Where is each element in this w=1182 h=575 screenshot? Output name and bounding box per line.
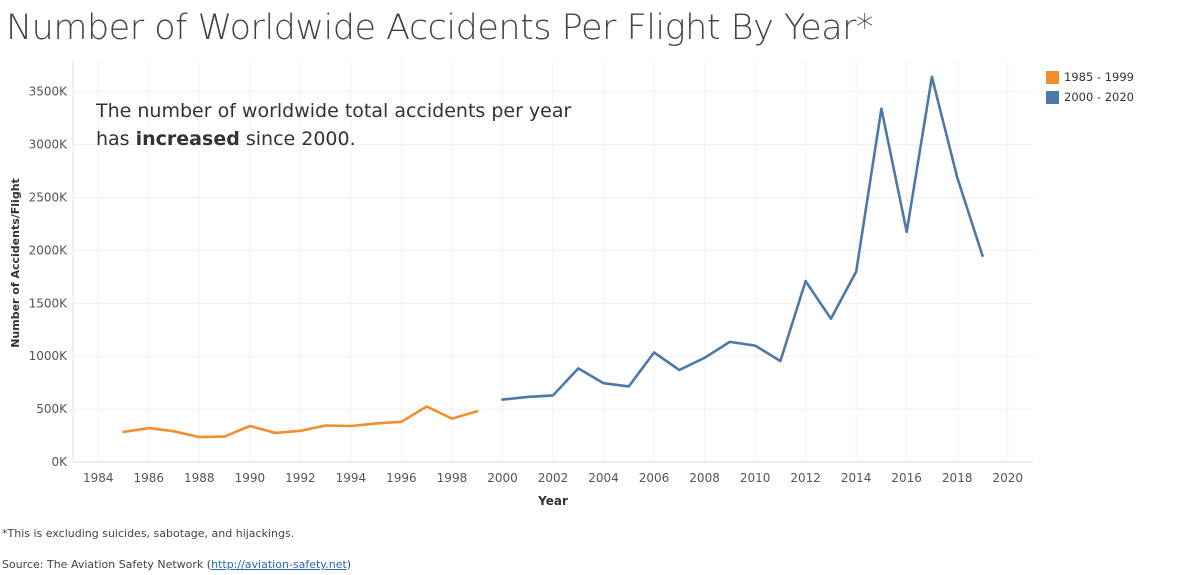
legend: 1985 - 1999 2000 - 2020 xyxy=(1046,67,1134,107)
legend-item-1985-1999[interactable]: 1985 - 1999 xyxy=(1046,67,1134,87)
x-tick-label: 1986 xyxy=(134,471,165,485)
legend-swatch-orange xyxy=(1046,70,1059,84)
x-tick-label: 2018 xyxy=(942,471,973,485)
series-line-1[interactable] xyxy=(501,75,984,401)
footnote: *This is excluding suicides, sabotage, a… xyxy=(2,527,295,540)
data-point[interactable] xyxy=(956,176,959,179)
data-point[interactable] xyxy=(981,254,984,257)
x-tick-label: 2004 xyxy=(588,471,619,485)
y-axis-label: Number of Accidents/Flight xyxy=(9,178,22,348)
x-tick-label: 1988 xyxy=(184,471,215,485)
x-tick-label: 2008 xyxy=(689,471,720,485)
data-point[interactable] xyxy=(122,430,125,434)
y-axis-ticks: 0K 500K 1000K 1500K 2000K 2500K 3000K 3500K xyxy=(29,85,69,469)
y-tick-label: 0K xyxy=(51,455,68,469)
x-tick-label: 2000 xyxy=(487,471,518,485)
x-axis-ticks: 1984 1986 1988 1990 1992 1994 1996 1998 2000 2002… xyxy=(83,471,1023,485)
x-tick-label: 2020 xyxy=(992,471,1023,485)
y-tick-label: 1500K xyxy=(29,296,69,310)
data-point[interactable] xyxy=(577,367,580,370)
annotation-suffix: since 2000. xyxy=(239,128,356,150)
data-point[interactable] xyxy=(779,359,782,363)
data-point[interactable] xyxy=(425,405,428,408)
data-point[interactable] xyxy=(198,435,201,439)
x-tick-label: 1990 xyxy=(235,471,266,485)
gridlines xyxy=(72,60,1033,463)
data-point[interactable] xyxy=(627,385,630,388)
data-point[interactable] xyxy=(854,270,858,273)
data-point[interactable] xyxy=(349,424,353,428)
source-note: Source: The Aviation Safety Network (htt… xyxy=(2,558,351,571)
data-point[interactable] xyxy=(172,430,176,433)
x-axis-label: Year xyxy=(537,494,568,508)
data-point[interactable] xyxy=(324,424,327,427)
x-tick-label: 1994 xyxy=(336,471,367,485)
legend-label: 1985 - 1999 xyxy=(1064,70,1134,84)
y-tick-label: 3000K xyxy=(29,138,69,152)
x-tick-label: 2002 xyxy=(538,471,569,485)
y-tick-label: 500K xyxy=(36,402,68,416)
x-tick-label: 2014 xyxy=(841,471,872,485)
data-point[interactable] xyxy=(728,340,732,344)
data-point[interactable] xyxy=(248,424,252,428)
data-point[interactable] xyxy=(804,279,807,283)
annotation-line-1: The number of worldwide total accidents … xyxy=(96,100,572,122)
data-point[interactable] xyxy=(450,417,454,420)
y-tick-label: 1000K xyxy=(29,349,69,363)
data-point[interactable] xyxy=(526,395,529,399)
legend-item-2000-2020[interactable]: 2000 - 2020 xyxy=(1046,87,1134,107)
source-prefix: Source: The Aviation Safety Network ( xyxy=(2,558,212,571)
data-point[interactable] xyxy=(476,410,479,413)
data-point[interactable] xyxy=(703,356,706,359)
data-point[interactable] xyxy=(753,344,757,347)
x-tick-label: 1996 xyxy=(386,471,417,485)
y-tick-label: 2500K xyxy=(29,191,69,205)
chart-title: Number of Worldwide Accidents Per Flight… xyxy=(6,8,874,48)
data-point[interactable] xyxy=(930,75,934,79)
data-point[interactable] xyxy=(374,422,378,425)
y-tick-label: 3500K xyxy=(29,85,69,99)
chart-annotation: The number of worldwide total accidents … xyxy=(96,97,571,153)
data-point[interactable] xyxy=(223,435,226,438)
data-point[interactable] xyxy=(501,398,504,401)
legend-swatch-blue xyxy=(1046,90,1059,104)
annotation-line-2: has increased since 2000. xyxy=(96,125,571,153)
data-point[interactable] xyxy=(905,230,908,234)
data-point[interactable] xyxy=(400,420,403,423)
data-point[interactable] xyxy=(602,381,605,385)
source-suffix: ) xyxy=(346,558,352,571)
x-tick-label: 2006 xyxy=(639,471,670,485)
data-point[interactable] xyxy=(273,431,277,435)
x-tick-label: 2016 xyxy=(891,471,922,485)
x-tick-label: 2012 xyxy=(790,471,821,485)
y-tick-label: 2000K xyxy=(29,243,69,257)
data-point[interactable] xyxy=(880,107,883,110)
x-tick-label: 2010 xyxy=(740,471,771,485)
x-tick-label: 1998 xyxy=(437,471,468,485)
data-point[interactable] xyxy=(829,317,833,320)
data-point[interactable] xyxy=(299,429,302,432)
x-tick-label: 1984 xyxy=(83,471,114,485)
data-point[interactable] xyxy=(551,394,555,397)
series-lines xyxy=(122,75,984,439)
annotation-prefix: has xyxy=(96,128,136,150)
data-point[interactable] xyxy=(147,426,150,430)
x-tick-label: 1992 xyxy=(285,471,316,485)
data-point[interactable] xyxy=(678,368,681,372)
legend-label: 2000 - 2020 xyxy=(1064,90,1134,104)
annotation-bold: increased xyxy=(135,128,240,150)
data-point[interactable] xyxy=(652,351,656,354)
source-link[interactable]: http://aviation-safety.net xyxy=(211,558,347,571)
